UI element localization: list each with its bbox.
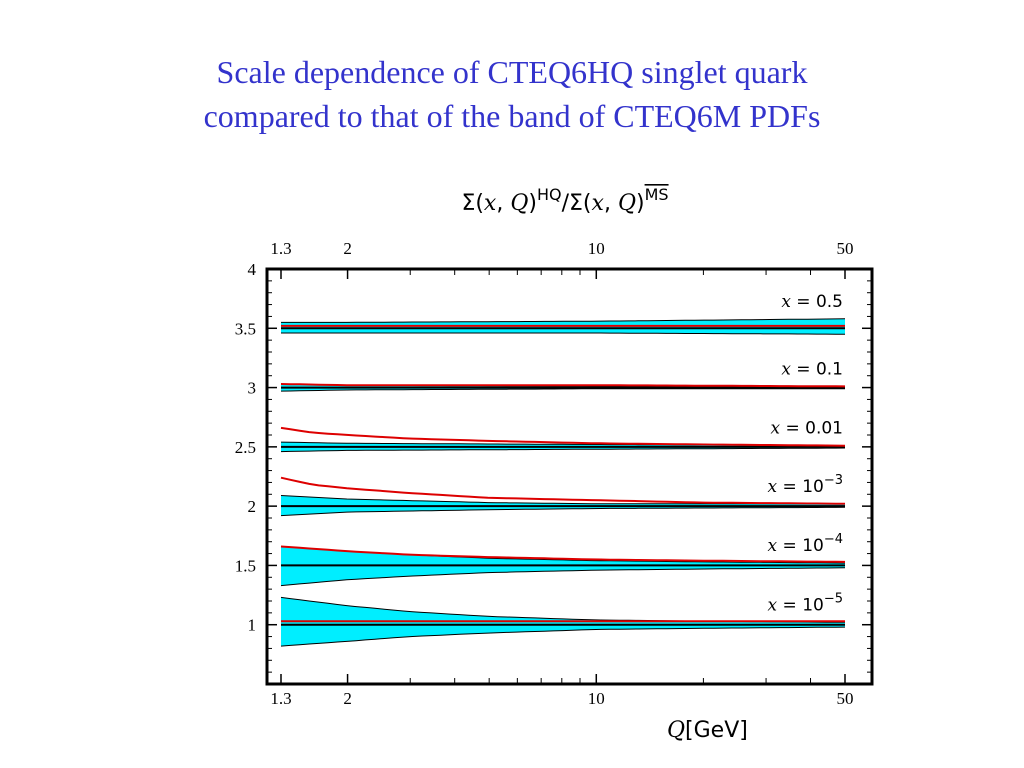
slide-title-line-1: Scale dependence of CTEQ6HQ singlet quar… — [216, 54, 808, 90]
hq-curve-4 — [280, 545, 846, 563]
x-tick-label-bottom-1: 2 — [343, 689, 352, 708]
band-lower-edge-5 — [280, 626, 846, 647]
series-label-2: x = 0.01 — [771, 419, 844, 439]
band-lower-edge-2 — [280, 447, 846, 453]
x-tick-label-bottom-0: 1.3 — [270, 689, 291, 708]
x-axis-title: Q[GeV] — [667, 718, 748, 743]
series-label-5: x = 10−5 — [768, 591, 843, 615]
x-tick-label-bottom-3: 50 — [837, 689, 854, 708]
y-tick-label-0: 1 — [248, 616, 257, 635]
x-tick-label-bottom-2: 10 — [588, 689, 605, 708]
band-lower-edge-0 — [281, 332, 845, 335]
x-tick-label-top-2: 10 — [588, 239, 605, 258]
lines-layer — [280, 318, 846, 647]
plot-title: Σ(x, Q)HQ/Σ(x, Q)MS — [461, 185, 668, 216]
series-label-4: x = 10−4 — [768, 532, 843, 556]
y-tick-label-4: 3 — [248, 379, 257, 398]
x-tick-label-top-0: 1.3 — [270, 239, 291, 258]
labels-layer: x = 0.5 x = 0.1 x = 0.01 x = 10−3 x = 10−4 x … — [235, 239, 854, 708]
band-lower-edge-1 — [280, 388, 845, 392]
series-label-1: x = 0.1 — [781, 359, 843, 379]
slide-title-line-2: compared to that of the band of CTEQ6M P… — [203, 98, 821, 134]
x-tick-label-top-1: 2 — [343, 239, 352, 258]
slide-title: Scale dependence of CTEQ6HQ singlet quar… — [0, 50, 1024, 138]
y-tick-label-6: 4 — [248, 260, 257, 279]
bands-layer — [281, 318, 845, 647]
hq-curve-1 — [280, 383, 846, 388]
band-lower-edge-3 — [280, 506, 846, 517]
y-tick-label-2: 2 — [248, 497, 257, 516]
hq-curve-3 — [280, 476, 846, 505]
series-label-3: x = 10−3 — [768, 473, 843, 497]
y-tick-label-1: 1.5 — [235, 556, 256, 575]
y-tick-label-5: 3.5 — [235, 319, 256, 338]
band-lower-edge-4 — [280, 567, 846, 587]
series-label-0: x = 0.5 — [781, 292, 843, 312]
x-tick-label-top-3: 50 — [837, 239, 854, 258]
hq-curve-2 — [280, 426, 846, 447]
plot-frame — [265, 267, 874, 686]
y-tick-label-3: 2.5 — [235, 438, 256, 457]
band-upper-edge-0 — [281, 318, 846, 323]
